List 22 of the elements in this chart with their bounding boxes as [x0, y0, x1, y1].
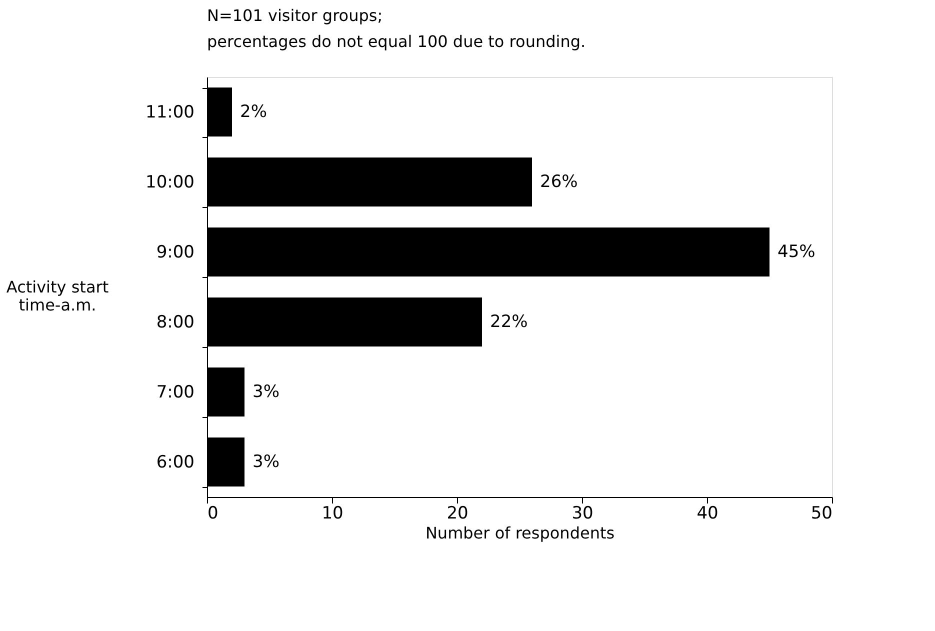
- y-tick-label: 11:00: [146, 102, 194, 122]
- x-tick-label: 30: [572, 504, 594, 524]
- data-label: 26%: [540, 172, 578, 192]
- y-tick-label: 8:00: [156, 312, 194, 332]
- data-label: 3%: [252, 382, 280, 402]
- data-label: 3%: [252, 452, 280, 472]
- y-tick-label: 6:00: [156, 452, 194, 472]
- data-label: 22%: [490, 312, 528, 332]
- x-axis-title: Number of respondents: [425, 524, 615, 542]
- y-axis-title: Activity start time-a.m.: [6, 278, 109, 314]
- x-tick-label: 10: [322, 504, 344, 524]
- y-tick-label: 7:00: [156, 382, 194, 402]
- y-tick-label: 10:00: [146, 172, 194, 192]
- y-tick-label: 9:00: [156, 242, 194, 262]
- x-tick-label: 40: [696, 504, 718, 524]
- chart-title: N=101 visitor groups;: [207, 6, 383, 25]
- x-tick-label: 0: [208, 504, 218, 524]
- x-tick-label: 50: [810, 504, 832, 524]
- chart-subtitle: percentages do not equal 100 due to rounding.: [207, 32, 586, 51]
- x-tick-label: 20: [446, 504, 468, 524]
- data-label: 2%: [240, 102, 267, 122]
- data-label: 45%: [778, 242, 816, 262]
